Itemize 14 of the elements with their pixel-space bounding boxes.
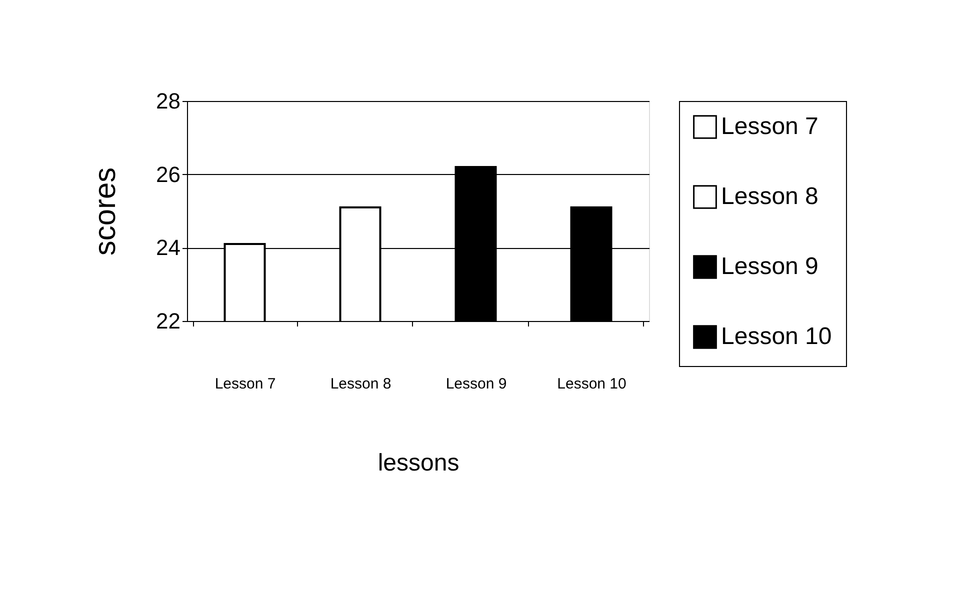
legend-label: Lesson 10 bbox=[721, 323, 832, 350]
x-tick-label: Lesson 7 bbox=[214, 376, 276, 392]
x-axis-title: lessons bbox=[378, 450, 460, 476]
x-tick-label: Lesson 9 bbox=[446, 376, 507, 392]
legend-label: Lesson 9 bbox=[721, 253, 818, 280]
y-axis-title: scores bbox=[89, 167, 122, 256]
legend-label: Lesson 7 bbox=[721, 113, 818, 140]
y-tick-label: 24 bbox=[156, 235, 180, 260]
x-tick-label: Lesson 8 bbox=[330, 376, 392, 392]
y-tick-label: 22 bbox=[156, 308, 180, 334]
x-tick-label: Lesson 10 bbox=[557, 376, 626, 392]
y-tick-label: 28 bbox=[156, 88, 180, 114]
y-tick-label: 26 bbox=[156, 162, 180, 187]
legend-label: Lesson 8 bbox=[721, 183, 818, 210]
